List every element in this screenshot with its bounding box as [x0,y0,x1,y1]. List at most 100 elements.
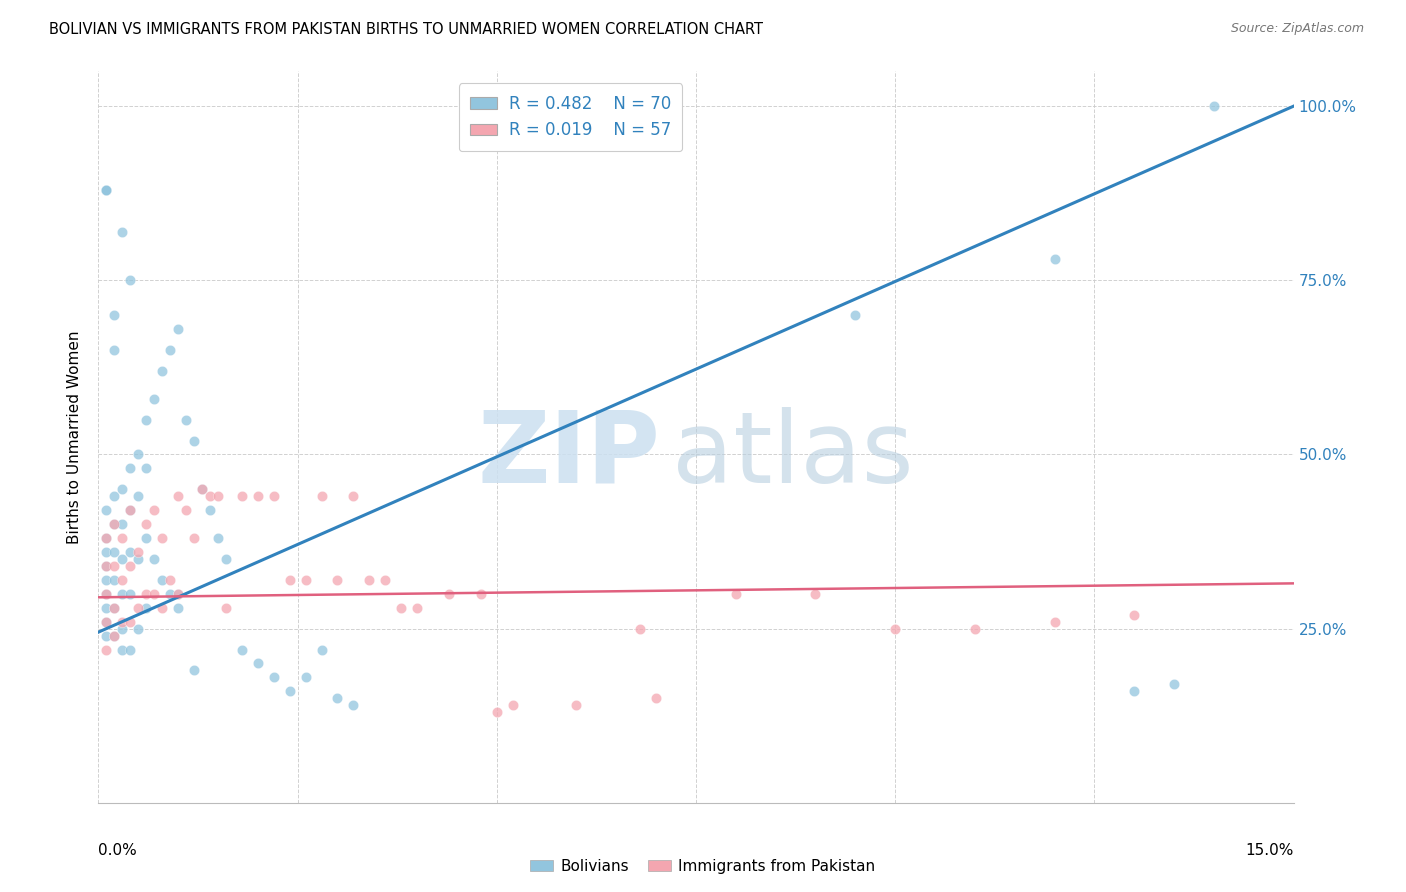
Point [143,503,166,517]
Point [884,622,907,636]
Point [120,545,142,559]
Point [111,552,134,566]
Point [111,622,134,636]
Point [963,622,986,636]
Text: Source: ZipAtlas.com: Source: ZipAtlas.com [1230,22,1364,36]
Point [174,412,197,426]
Point [278,573,301,587]
Point [150,531,173,545]
Point [159,343,181,357]
Point [167,600,190,615]
Point [103,343,125,357]
Point [111,225,134,239]
Point [804,587,827,601]
Point [1043,615,1066,629]
Point [103,600,125,615]
Point [246,657,269,671]
Point [96,615,118,629]
Point [406,600,429,615]
Point [437,587,460,601]
Text: ZIP: ZIP [477,407,661,504]
Point [215,552,238,566]
Point [135,600,157,615]
Point [120,558,142,573]
Point [470,587,492,601]
Point [120,503,142,517]
Point [96,629,118,643]
Point [359,573,381,587]
Point [103,489,125,503]
Point [231,642,253,657]
Point [724,587,747,601]
Point [485,705,508,719]
Point [127,552,149,566]
Point [111,642,134,657]
Point [167,322,190,336]
Text: 0.0%: 0.0% [98,843,138,858]
Point [191,483,214,497]
Point [191,483,214,497]
Point [111,573,134,587]
Point [127,448,149,462]
Point [103,629,125,643]
Point [374,573,396,587]
Point [167,587,190,601]
Point [96,642,118,657]
Point [263,670,285,684]
Legend: Bolivians, Immigrants from Pakistan: Bolivians, Immigrants from Pakistan [524,853,882,880]
Point [96,531,118,545]
Point [96,503,118,517]
Point [96,531,118,545]
Point [342,489,364,503]
Point [1123,607,1146,622]
Point [127,600,149,615]
Point [96,183,118,197]
Point [103,545,125,559]
Point [207,489,229,503]
Point [120,587,142,601]
Point [96,183,118,197]
Point [103,573,125,587]
Point [143,552,166,566]
Point [326,573,349,587]
Point [111,615,134,629]
Point [111,517,134,532]
Point [103,517,125,532]
Point [120,503,142,517]
Point [159,587,181,601]
Point [1043,252,1066,267]
Y-axis label: Births to Unmarried Women: Births to Unmarried Women [67,330,83,544]
Point [167,587,190,601]
Point [96,183,118,197]
Point [294,670,316,684]
Point [389,600,412,615]
Point [135,531,157,545]
Point [174,503,197,517]
Point [135,517,157,532]
Point [96,587,118,601]
Point [103,629,125,643]
Point [1202,99,1225,113]
Point [844,308,866,322]
Point [311,642,333,657]
Point [183,664,205,678]
Point [645,691,668,706]
Point [150,573,173,587]
Point [120,273,142,287]
Point [246,489,269,503]
Point [127,489,149,503]
Point [143,587,166,601]
Point [278,684,301,698]
Point [127,545,149,559]
Point [96,545,118,559]
Point [96,600,118,615]
Text: BOLIVIAN VS IMMIGRANTS FROM PAKISTAN BIRTHS TO UNMARRIED WOMEN CORRELATION CHART: BOLIVIAN VS IMMIGRANTS FROM PAKISTAN BIR… [49,22,763,37]
Point [183,531,205,545]
Point [150,600,173,615]
Point [111,587,134,601]
Point [120,615,142,629]
Point [1123,684,1146,698]
Point [215,600,238,615]
Point [103,558,125,573]
Point [135,412,157,426]
